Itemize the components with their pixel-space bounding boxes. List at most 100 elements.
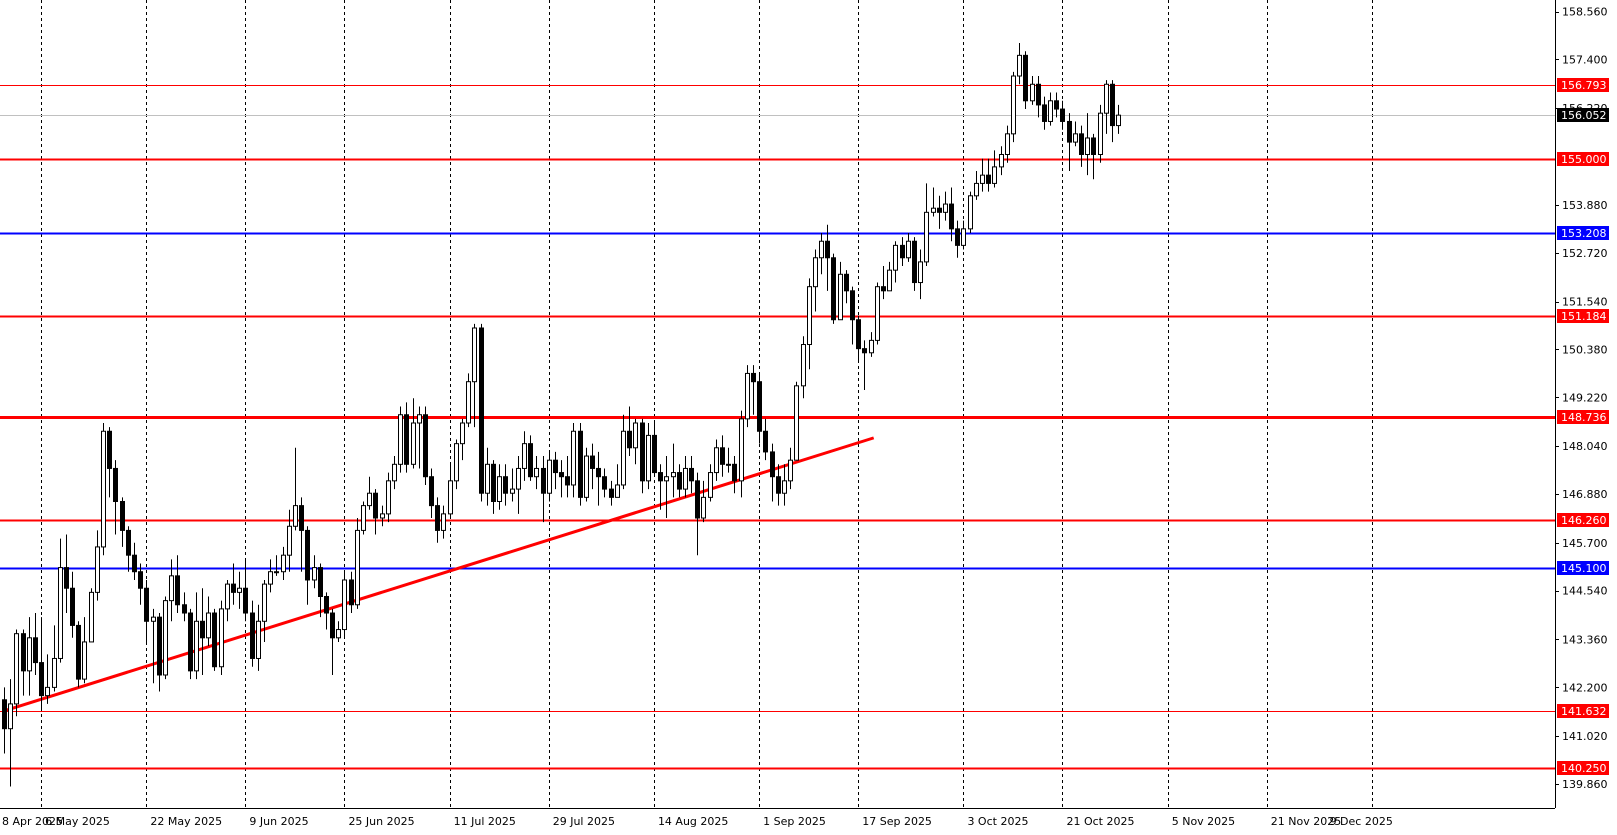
candle-body-bearish xyxy=(609,488,614,498)
candle xyxy=(671,443,676,498)
candle xyxy=(342,571,347,638)
candle xyxy=(652,423,657,477)
candle xyxy=(312,555,317,589)
candle xyxy=(596,451,601,506)
price-tag: 156.793 xyxy=(1557,78,1609,92)
candle xyxy=(813,249,818,312)
candle-body-bullish xyxy=(411,422,416,465)
candle xyxy=(664,456,669,519)
candle xyxy=(875,282,880,345)
candle xyxy=(157,613,162,692)
y-tick-label: 142.200 xyxy=(1562,681,1608,694)
candle-body-bullish xyxy=(95,546,100,593)
candle xyxy=(392,456,397,490)
candle xyxy=(95,530,100,601)
candle xyxy=(887,261,892,292)
candle-body-bullish xyxy=(943,203,948,213)
horizontal-levels xyxy=(0,85,1555,770)
candle xyxy=(522,431,527,481)
candle xyxy=(732,456,737,494)
candle-body-bullish xyxy=(615,484,620,498)
candle xyxy=(763,418,768,461)
candle-body-bullish xyxy=(336,629,341,639)
candle xyxy=(367,476,372,510)
candle-body-bearish xyxy=(602,476,607,490)
candle xyxy=(714,439,719,481)
candle-body-bullish xyxy=(312,567,317,581)
candle xyxy=(547,451,552,502)
candle xyxy=(398,406,403,473)
candle xyxy=(1023,51,1028,110)
candle xyxy=(831,253,836,324)
candle xyxy=(441,505,446,539)
candle-body-bearish xyxy=(881,286,886,292)
y-tick-label: 143.360 xyxy=(1562,633,1608,646)
candle xyxy=(801,336,806,399)
x-tick-label: 14 Aug 2025 xyxy=(658,815,728,828)
candle-body-bullish xyxy=(701,496,706,519)
price-tag-box xyxy=(1557,108,1609,122)
candle-body-bullish xyxy=(924,211,929,263)
candle xyxy=(918,249,923,300)
candle-body-bullish xyxy=(472,327,477,383)
price-tag-box xyxy=(1557,561,1609,575)
candle xyxy=(1116,104,1121,134)
price-tag: 146.260 xyxy=(1557,513,1609,527)
candle xyxy=(739,410,744,498)
candle xyxy=(212,608,217,671)
candle-body-bullish xyxy=(101,430,106,548)
candle-body-bearish xyxy=(900,244,905,259)
candle-body-bearish xyxy=(949,203,954,230)
candle xyxy=(262,579,267,642)
candle-body-bearish xyxy=(695,480,700,519)
candle xyxy=(943,191,948,221)
candle-body-bullish xyxy=(163,600,168,676)
candle-body-bullish xyxy=(1005,133,1010,155)
candle xyxy=(590,443,595,490)
candle-body-bearish xyxy=(107,430,112,469)
candle-body-bullish xyxy=(510,488,515,494)
candle xyxy=(689,456,694,494)
candle xyxy=(1067,113,1072,172)
candle-body-bullish xyxy=(27,637,32,672)
candle-body-bullish xyxy=(287,525,292,556)
candle xyxy=(794,381,799,461)
candle-body-bearish xyxy=(912,240,917,284)
candle-body-bullish xyxy=(1073,133,1078,143)
price-tag-box xyxy=(1557,761,1609,775)
candle-body-bearish xyxy=(596,467,601,478)
candle xyxy=(695,472,700,556)
candle xyxy=(107,427,112,498)
candle xyxy=(980,158,985,192)
candle-body-bearish xyxy=(33,637,38,664)
candle-body-bullish xyxy=(534,467,539,478)
candle-body-bearish xyxy=(1079,133,1084,155)
candle-body-bullish xyxy=(838,273,843,321)
candle xyxy=(243,559,248,622)
candle-body-bearish xyxy=(126,529,131,556)
candle-body-bullish xyxy=(739,418,744,482)
candle-body-bearish xyxy=(720,447,725,465)
candle-body-bearish xyxy=(1042,104,1047,122)
trendline xyxy=(3,436,875,713)
price-tag: 156.052 xyxy=(1557,108,1609,122)
candle xyxy=(175,555,180,614)
candle-body-bullish xyxy=(794,385,799,461)
candle xyxy=(819,232,824,275)
candle-body-bearish xyxy=(1067,120,1072,143)
candle xyxy=(1017,42,1022,85)
candle-body-bearish xyxy=(318,567,323,597)
candle-body-bearish xyxy=(528,443,533,478)
candle xyxy=(615,464,620,498)
x-tick-label: 5 Nov 2025 xyxy=(1172,815,1235,828)
candle xyxy=(39,617,44,709)
candle xyxy=(231,563,236,605)
candle xyxy=(404,402,409,473)
candle-body-bearish xyxy=(640,422,645,482)
candle-body-bullish xyxy=(1017,54,1022,77)
candle-body-bullish xyxy=(342,579,347,631)
candle-body-bearish xyxy=(2,699,7,730)
candle xyxy=(776,464,781,506)
price-tag-label: 148.736 xyxy=(1561,411,1607,424)
